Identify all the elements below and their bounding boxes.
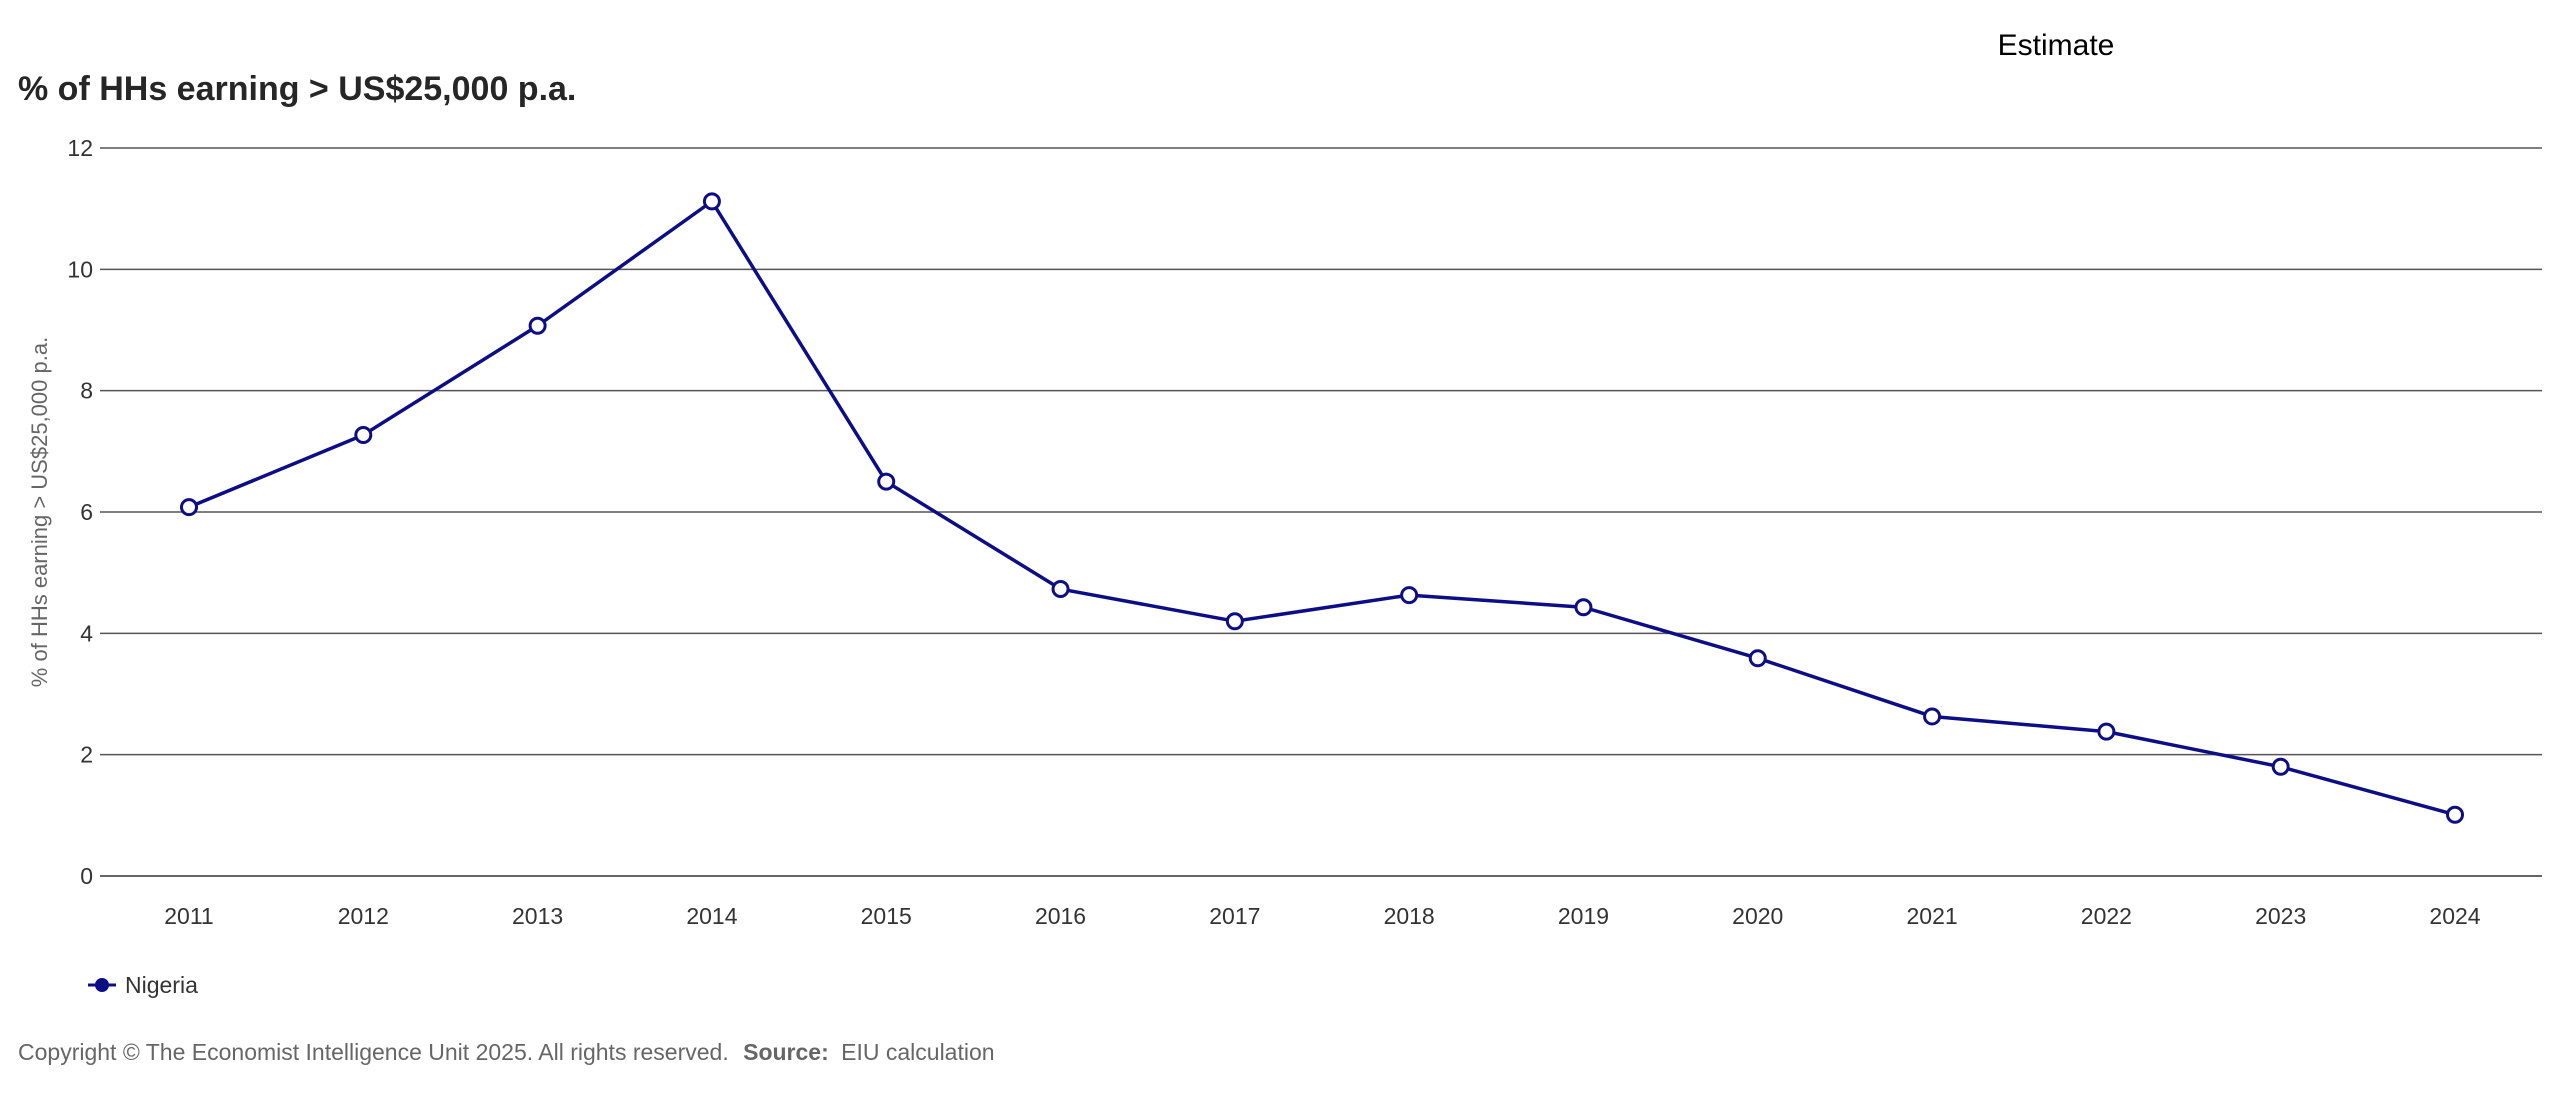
x-tick-label: 2024 bbox=[2429, 903, 2480, 929]
source-label: Source: bbox=[743, 1039, 829, 1065]
data-point[interactable] bbox=[2271, 757, 2290, 776]
data-point[interactable] bbox=[354, 425, 373, 444]
data-point[interactable] bbox=[1748, 649, 1767, 668]
estimate-label: Estimate bbox=[1998, 29, 2115, 62]
data-point[interactable] bbox=[528, 316, 547, 335]
x-tick-label: 2014 bbox=[686, 903, 737, 929]
y-tick-label: 0 bbox=[80, 863, 93, 889]
x-tick-label: 2020 bbox=[1732, 903, 1783, 929]
x-tick-label: 2013 bbox=[512, 903, 563, 929]
y-tick-label: 2 bbox=[80, 742, 93, 768]
series-line bbox=[188, 199, 2456, 817]
x-tick-label: 2017 bbox=[1209, 903, 1260, 929]
x-tick-label: 2016 bbox=[1035, 903, 1086, 929]
legend-marker bbox=[95, 978, 109, 992]
x-tick-label: 2019 bbox=[1558, 903, 1609, 929]
y-tick-label: 12 bbox=[67, 135, 93, 161]
y-tick-label: 8 bbox=[80, 378, 93, 404]
copyright-text: Copyright © The Economist Intelligence U… bbox=[18, 1039, 729, 1065]
x-tick-label: 2015 bbox=[861, 903, 912, 929]
y-axis-title: % of HHs earning > US$25,000 p.a. bbox=[27, 337, 52, 687]
y-tick-label: 6 bbox=[80, 499, 93, 525]
y-tick-label: 10 bbox=[67, 256, 93, 282]
data-point[interactable] bbox=[1574, 598, 1593, 617]
x-axis-ticks: 2011 2012 2013 2014 2015 2016 2017 2018 2019 2020… bbox=[164, 903, 2481, 929]
x-tick-label: 2011 bbox=[164, 903, 213, 929]
y-tick-label: 4 bbox=[80, 620, 93, 646]
data-point[interactable] bbox=[702, 192, 721, 211]
data-point[interactable] bbox=[180, 498, 198, 517]
data-point[interactable] bbox=[1923, 707, 1942, 726]
y-axis-ticks: 0 2 4 6 8 10 12 bbox=[67, 135, 93, 889]
footer: Copyright © The Economist Intelligence U… bbox=[18, 1039, 995, 1065]
data-point[interactable] bbox=[2446, 805, 2464, 824]
data-point[interactable] bbox=[1225, 612, 1244, 631]
series-nigeria bbox=[180, 192, 2464, 824]
x-tick-label: 2023 bbox=[2255, 903, 2306, 929]
data-point[interactable] bbox=[1051, 580, 1070, 599]
data-point[interactable] bbox=[2097, 722, 2116, 741]
x-tick-label: 2018 bbox=[1384, 903, 1435, 929]
x-tick-label: 2012 bbox=[338, 903, 389, 929]
legend[interactable]: Nigeria bbox=[88, 972, 198, 998]
legend-label-nigeria: Nigeria bbox=[125, 972, 198, 998]
x-tick-label: 2022 bbox=[2081, 903, 2132, 929]
gridlines bbox=[100, 147, 2542, 877]
data-point[interactable] bbox=[877, 472, 896, 491]
x-tick-label: 2021 bbox=[1906, 903, 1957, 929]
source-text: EIU calculation bbox=[841, 1039, 994, 1065]
chart-title: % of HHs earning > US$25,000 p.a. bbox=[18, 70, 576, 108]
data-point[interactable] bbox=[1400, 586, 1419, 605]
